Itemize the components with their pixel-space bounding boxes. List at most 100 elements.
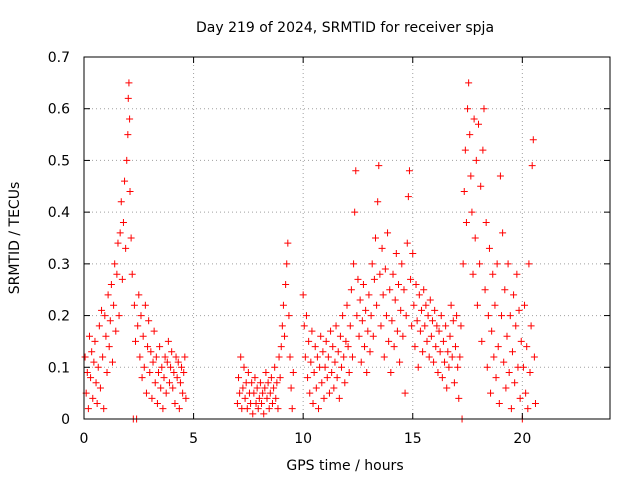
data-point (168, 348, 176, 356)
data-point (96, 384, 104, 392)
data-point (344, 343, 352, 351)
data-point (323, 374, 331, 382)
data-point (284, 239, 292, 247)
x-axis-label: GPS time / hours (286, 458, 403, 474)
data-point (105, 343, 113, 351)
data-point (156, 343, 164, 351)
data-point (350, 260, 358, 268)
data-point (311, 343, 319, 351)
data-point (472, 156, 480, 164)
data-point (84, 405, 92, 413)
data-point (139, 332, 147, 340)
data-point (469, 270, 477, 278)
data-point (167, 363, 175, 371)
data-point (504, 260, 512, 268)
data-point (101, 312, 109, 320)
data-point (310, 368, 318, 376)
data-point (433, 322, 441, 330)
y-tick-labels: 0 0.1 0.2 0.3 0.4 0.5 0.6 0.7 (48, 50, 70, 428)
data-point (113, 270, 121, 278)
data-point (375, 162, 383, 170)
data-point (265, 405, 273, 413)
data-point (357, 358, 365, 366)
data-point (336, 332, 344, 340)
data-point (320, 394, 328, 402)
data-point (526, 368, 534, 376)
data-point (159, 405, 167, 413)
data-point (258, 399, 266, 407)
data-point (397, 306, 405, 314)
data-point (176, 379, 184, 387)
data-point (513, 270, 521, 278)
data-point (460, 187, 468, 195)
data-point (138, 374, 146, 382)
data-point (321, 363, 329, 371)
data-point (103, 368, 111, 376)
data-point (281, 332, 289, 340)
data-point (256, 379, 264, 387)
data-point (299, 291, 307, 299)
data-point (309, 399, 317, 407)
data-point (329, 343, 337, 351)
data-point (490, 353, 498, 361)
data-point (162, 389, 170, 397)
data-point (254, 405, 262, 413)
data-point (507, 405, 515, 413)
data-point (354, 275, 362, 283)
data-point (300, 322, 308, 330)
data-point (443, 384, 451, 392)
data-point (503, 332, 511, 340)
data-point (380, 353, 388, 361)
data-point (161, 353, 169, 361)
data-point (367, 312, 375, 320)
data-point (342, 337, 350, 345)
data-point (489, 270, 497, 278)
data-point (404, 193, 412, 201)
data-point (140, 363, 148, 371)
data-point (315, 405, 323, 413)
data-point (328, 368, 336, 376)
data-point (110, 301, 118, 309)
data-point (444, 348, 452, 356)
data-point (435, 327, 443, 335)
data-point (111, 260, 119, 268)
data-point (382, 312, 390, 320)
data-point (453, 312, 461, 320)
data-point (260, 410, 268, 418)
data-point (430, 358, 438, 366)
data-point (324, 353, 332, 361)
data-point (164, 337, 172, 345)
data-point (102, 332, 110, 340)
data-point (277, 343, 285, 351)
data-point (446, 332, 454, 340)
data-point (386, 286, 394, 294)
data-point (529, 136, 537, 144)
data-point (255, 394, 263, 402)
data-point (332, 322, 340, 330)
data-point (449, 317, 457, 325)
data-point (130, 301, 138, 309)
data-point (389, 270, 397, 278)
data-point (87, 374, 95, 382)
data-point (352, 167, 360, 175)
data-point (465, 79, 473, 87)
data-point (488, 327, 496, 335)
data-point (511, 379, 519, 387)
data-point (496, 172, 504, 180)
data-point (152, 353, 160, 361)
data-point (171, 399, 179, 407)
data-point (126, 115, 134, 123)
data-point (147, 348, 155, 356)
data-point (470, 115, 478, 123)
data-point (471, 234, 479, 242)
axis-ticks (83, 56, 610, 420)
data-point (169, 384, 177, 392)
data-point (456, 353, 464, 361)
data-point (359, 281, 367, 289)
data-point (410, 301, 418, 309)
data-point (348, 353, 356, 361)
data-point (283, 260, 291, 268)
y-tick-label: 0.5 (48, 153, 70, 169)
data-point (517, 337, 525, 345)
